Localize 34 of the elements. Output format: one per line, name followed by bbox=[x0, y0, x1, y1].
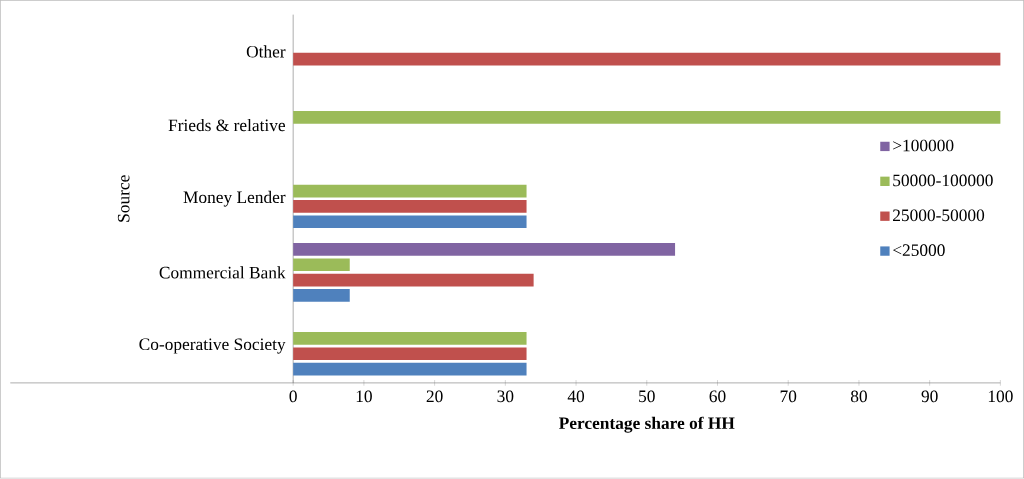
bar bbox=[293, 258, 350, 272]
x-tick-label: 10 bbox=[356, 390, 372, 403]
legend-label: 25000-50000 bbox=[893, 209, 985, 222]
x-tick-label: 0 bbox=[289, 390, 297, 403]
bar bbox=[293, 273, 534, 287]
bar bbox=[293, 52, 1001, 66]
x-tick-label: 20 bbox=[426, 390, 443, 403]
x-tick-label: 60 bbox=[709, 390, 726, 403]
y-tick-label: Co-operative Society bbox=[139, 338, 286, 354]
bar bbox=[293, 111, 1001, 124]
x-axis-title: Percentage share of HH bbox=[558, 416, 735, 433]
x-tick-label: 30 bbox=[497, 390, 514, 403]
bar bbox=[293, 347, 527, 361]
y-tick-label: Commercial Bank bbox=[159, 266, 286, 279]
bar bbox=[293, 362, 527, 376]
legend-label: 50000-100000 bbox=[893, 174, 993, 187]
legend-label: >100000 bbox=[893, 139, 954, 152]
bar bbox=[293, 184, 527, 198]
x-tick-label: 90 bbox=[921, 390, 938, 403]
bar bbox=[293, 200, 527, 213]
y-tick-label: Money Lender bbox=[183, 191, 286, 207]
bar bbox=[293, 289, 350, 302]
x-tick-label: 40 bbox=[567, 390, 585, 403]
y-tick-label: Other bbox=[246, 45, 286, 58]
x-tick-label: 80 bbox=[850, 390, 867, 403]
x-tick-label: 100 bbox=[988, 390, 1013, 403]
bar bbox=[293, 332, 527, 345]
x-tick-label: 50 bbox=[639, 390, 655, 403]
y-tick-label: Frieds & relative bbox=[168, 119, 286, 132]
x-tick-label: 70 bbox=[780, 390, 797, 403]
y-axis-title: Source bbox=[117, 175, 130, 222]
bar bbox=[293, 215, 527, 229]
bar bbox=[293, 243, 676, 256]
legend-label: <25000 bbox=[893, 244, 945, 257]
